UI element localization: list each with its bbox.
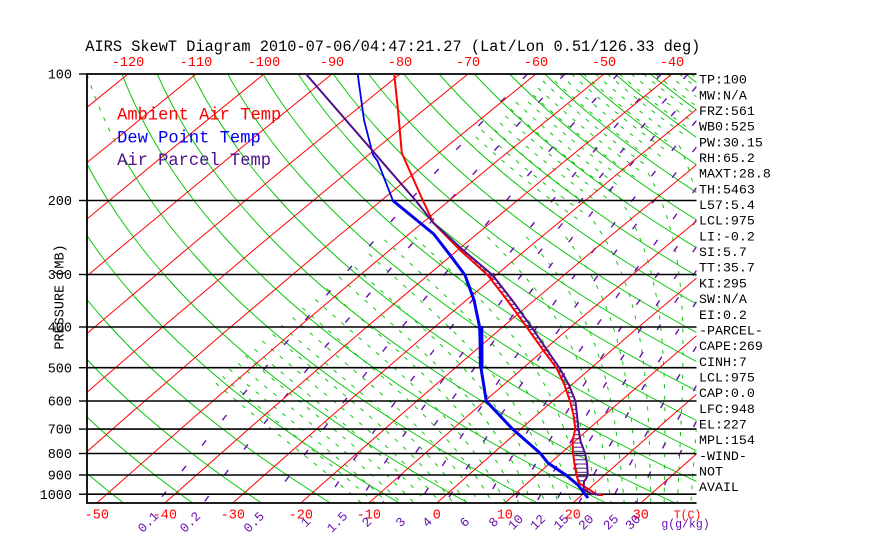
svg-text:-120: -120: [112, 56, 144, 71]
svg-text:400: 400: [48, 322, 72, 337]
svg-text:L57:5.4: L57:5.4: [699, 198, 755, 213]
svg-text:AVAIL: AVAIL: [699, 480, 739, 495]
svg-text:SI:5.7: SI:5.7: [699, 245, 747, 260]
svg-text:1000: 1000: [40, 489, 72, 504]
svg-text:EI:0.2: EI:0.2: [699, 308, 747, 323]
svg-text:-50: -50: [592, 56, 616, 71]
svg-text:0: 0: [433, 508, 441, 523]
svg-text:WB0:525: WB0:525: [699, 120, 755, 135]
svg-text:LI:-0.2: LI:-0.2: [699, 229, 755, 244]
svg-text:-90: -90: [320, 56, 344, 71]
svg-text:-50: -50: [85, 508, 109, 523]
svg-text:0.2: 0.2: [177, 509, 204, 536]
svg-text:NOT: NOT: [699, 465, 723, 480]
svg-text:-80: -80: [388, 56, 412, 71]
svg-text:-110: -110: [180, 56, 212, 71]
svg-text:MPL:154: MPL:154: [699, 433, 755, 448]
svg-text:800: 800: [48, 448, 72, 463]
svg-text:300: 300: [48, 269, 72, 284]
svg-text:T(C): T(C): [674, 509, 702, 522]
svg-text:-20: -20: [289, 508, 313, 523]
svg-text:Dew Point Temp: Dew Point Temp: [117, 129, 261, 148]
svg-text:MAXT:28.8: MAXT:28.8: [699, 167, 771, 182]
svg-text:-40: -40: [153, 508, 177, 523]
svg-text:CAP:0.0: CAP:0.0: [699, 386, 755, 401]
svg-text:-30: -30: [221, 508, 245, 523]
svg-text:900: 900: [48, 470, 72, 485]
svg-text:KI:295: KI:295: [699, 276, 747, 291]
svg-text:3: 3: [393, 514, 409, 530]
svg-text:PRESSURE (MB): PRESSURE (MB): [54, 244, 69, 349]
svg-text:1.5: 1.5: [324, 509, 351, 536]
svg-text:12: 12: [527, 512, 549, 534]
svg-text:-10: -10: [357, 508, 381, 523]
svg-text:TP:100: TP:100: [699, 73, 747, 88]
svg-text:g(g/kg): g(g/kg): [661, 519, 709, 532]
svg-text:CINH:7: CINH:7: [699, 355, 747, 370]
svg-text:-PARCEL-: -PARCEL-: [699, 323, 763, 338]
svg-text:CAPE:269: CAPE:269: [699, 339, 763, 354]
svg-text:-40: -40: [660, 56, 684, 71]
svg-text:25: 25: [600, 512, 622, 534]
svg-text:SW:N/A: SW:N/A: [699, 292, 747, 307]
svg-text:100: 100: [48, 69, 72, 84]
svg-text:MW:N/A: MW:N/A: [699, 88, 747, 103]
svg-text:30: 30: [633, 508, 649, 523]
svg-text:PW:30.15: PW:30.15: [699, 135, 763, 150]
svg-text:TH:5463: TH:5463: [699, 182, 755, 197]
svg-text:AIRS SkewT Diagram 2010-07-06/: AIRS SkewT Diagram 2010-07-06/04:47:21.2…: [85, 38, 700, 56]
svg-text:LCL:975: LCL:975: [699, 214, 755, 229]
svg-text:10: 10: [497, 508, 513, 523]
svg-text:700: 700: [48, 424, 72, 439]
svg-text:-WIND-: -WIND-: [699, 449, 747, 464]
svg-text:TT:35.7: TT:35.7: [699, 261, 755, 276]
svg-text:20: 20: [565, 508, 581, 523]
svg-text:200: 200: [48, 195, 72, 210]
svg-text:-60: -60: [524, 56, 548, 71]
svg-text:EL:227: EL:227: [699, 417, 747, 432]
svg-text:LFC:948: LFC:948: [699, 402, 755, 417]
svg-text:6: 6: [457, 514, 473, 530]
svg-text:FRZ:561: FRZ:561: [699, 104, 755, 119]
svg-text:RH:65.2: RH:65.2: [699, 151, 755, 166]
svg-text:Air Parcel Temp: Air Parcel Temp: [117, 152, 271, 171]
svg-text:-70: -70: [456, 56, 480, 71]
svg-text:-100: -100: [248, 56, 280, 71]
svg-text:500: 500: [48, 362, 72, 377]
svg-text:LCL:975: LCL:975: [699, 370, 755, 385]
svg-text:Ambient Air Temp: Ambient Air Temp: [117, 107, 281, 126]
svg-text:600: 600: [48, 396, 72, 411]
